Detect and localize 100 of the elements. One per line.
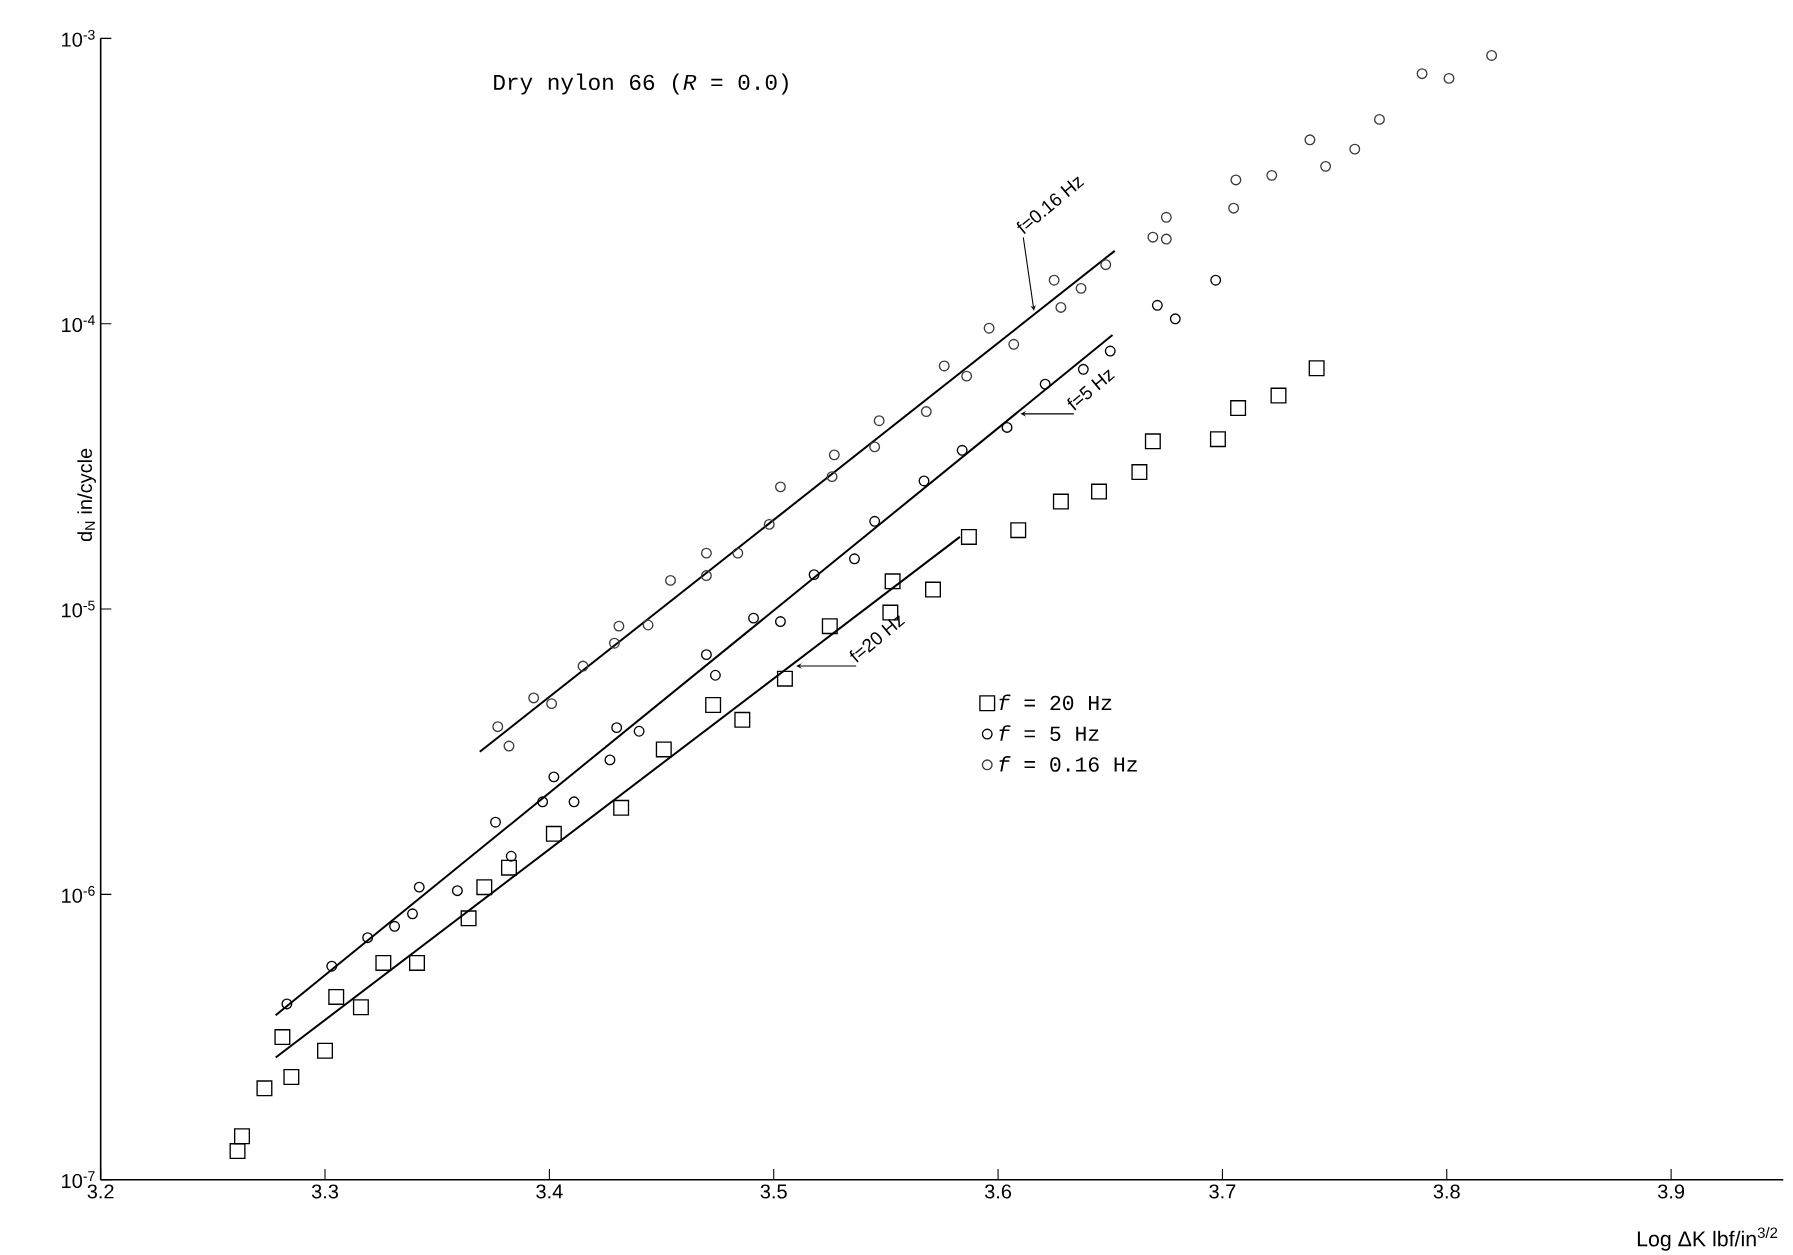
legend-label: f = 20 Hz — [999, 694, 1112, 711]
point — [413, 881, 425, 893]
point — [918, 475, 930, 487]
point — [776, 670, 793, 687]
point — [1209, 431, 1226, 448]
point — [389, 920, 401, 932]
point — [1270, 387, 1287, 404]
point — [1169, 313, 1181, 325]
point — [1486, 49, 1498, 61]
point — [283, 1068, 300, 1085]
point — [1008, 338, 1020, 350]
point — [1230, 174, 1242, 186]
point — [1349, 143, 1361, 155]
point — [548, 771, 560, 783]
point — [1052, 493, 1069, 510]
point — [503, 740, 515, 752]
point — [705, 696, 722, 713]
point — [961, 370, 973, 382]
point — [774, 481, 786, 493]
point — [1075, 282, 1087, 294]
point — [748, 612, 759, 624]
text: Dry nylon 66 (R = 0.0) — [494, 73, 788, 95]
point — [655, 741, 672, 758]
point — [873, 415, 885, 427]
point — [613, 620, 625, 632]
point — [234, 1128, 251, 1145]
point — [490, 816, 501, 828]
point — [774, 616, 786, 627]
point — [821, 618, 838, 635]
point — [1160, 211, 1172, 223]
point — [326, 960, 338, 972]
point — [734, 711, 751, 728]
point — [808, 569, 820, 581]
point — [700, 570, 712, 581]
point — [451, 885, 463, 897]
point — [925, 581, 942, 598]
point — [281, 998, 293, 1010]
point — [1230, 400, 1247, 417]
point — [763, 518, 775, 530]
point — [732, 547, 744, 559]
x-tick-label: 3.9 — [1657, 1184, 1685, 1199]
point — [1091, 483, 1108, 500]
point — [1210, 274, 1222, 286]
x-tick-label: 3.8 — [1433, 1184, 1460, 1199]
point — [1304, 134, 1316, 146]
point — [407, 908, 418, 920]
point — [362, 932, 374, 944]
x-tick-label: 3.7 — [1209, 1184, 1236, 1199]
point — [317, 1042, 334, 1059]
point — [1104, 345, 1116, 357]
point — [920, 406, 932, 417]
point — [1001, 421, 1013, 433]
point — [849, 553, 860, 565]
point — [1416, 68, 1428, 80]
point — [983, 322, 995, 334]
point — [1320, 160, 1332, 172]
point — [665, 574, 676, 586]
point — [545, 825, 562, 842]
point — [938, 360, 950, 372]
point — [1144, 433, 1161, 450]
point — [1443, 72, 1455, 84]
point — [537, 796, 549, 808]
point — [1373, 113, 1385, 125]
point — [700, 547, 712, 559]
annotation: f=20 Hz — [849, 615, 906, 663]
point — [1266, 169, 1278, 181]
point — [528, 692, 540, 704]
point — [505, 850, 517, 862]
annotation: f=5 Hz — [1067, 369, 1115, 411]
point — [1131, 464, 1148, 481]
y-axis-title: d$_{N}$ in/cycle — [77, 448, 96, 542]
x-axis-title: Log ΔK lbf/in$^{3/2}$ — [1637, 1227, 1778, 1251]
point — [611, 722, 623, 734]
point — [460, 910, 477, 927]
y-tick-label: 10$^{-3}$ — [62, 29, 95, 47]
point — [884, 573, 901, 590]
point — [1100, 259, 1112, 271]
point — [546, 698, 558, 710]
point — [1010, 522, 1027, 539]
point — [1048, 274, 1060, 286]
point — [1055, 301, 1067, 313]
point — [1160, 233, 1172, 245]
point — [613, 799, 630, 816]
point — [1077, 363, 1089, 375]
point — [642, 619, 654, 631]
point — [568, 796, 580, 808]
point — [375, 954, 392, 971]
point — [700, 649, 712, 661]
point — [633, 725, 645, 737]
point — [826, 471, 838, 483]
point — [709, 669, 721, 681]
point — [1228, 202, 1240, 214]
point — [1039, 378, 1051, 390]
y-tick-label: 10$^{-5}$ — [62, 600, 95, 618]
point — [608, 637, 620, 649]
point — [1308, 360, 1325, 377]
point — [500, 859, 517, 876]
point — [869, 441, 881, 453]
y-tick-label: 10$^{-6}$ — [62, 885, 95, 903]
point — [328, 988, 345, 1005]
